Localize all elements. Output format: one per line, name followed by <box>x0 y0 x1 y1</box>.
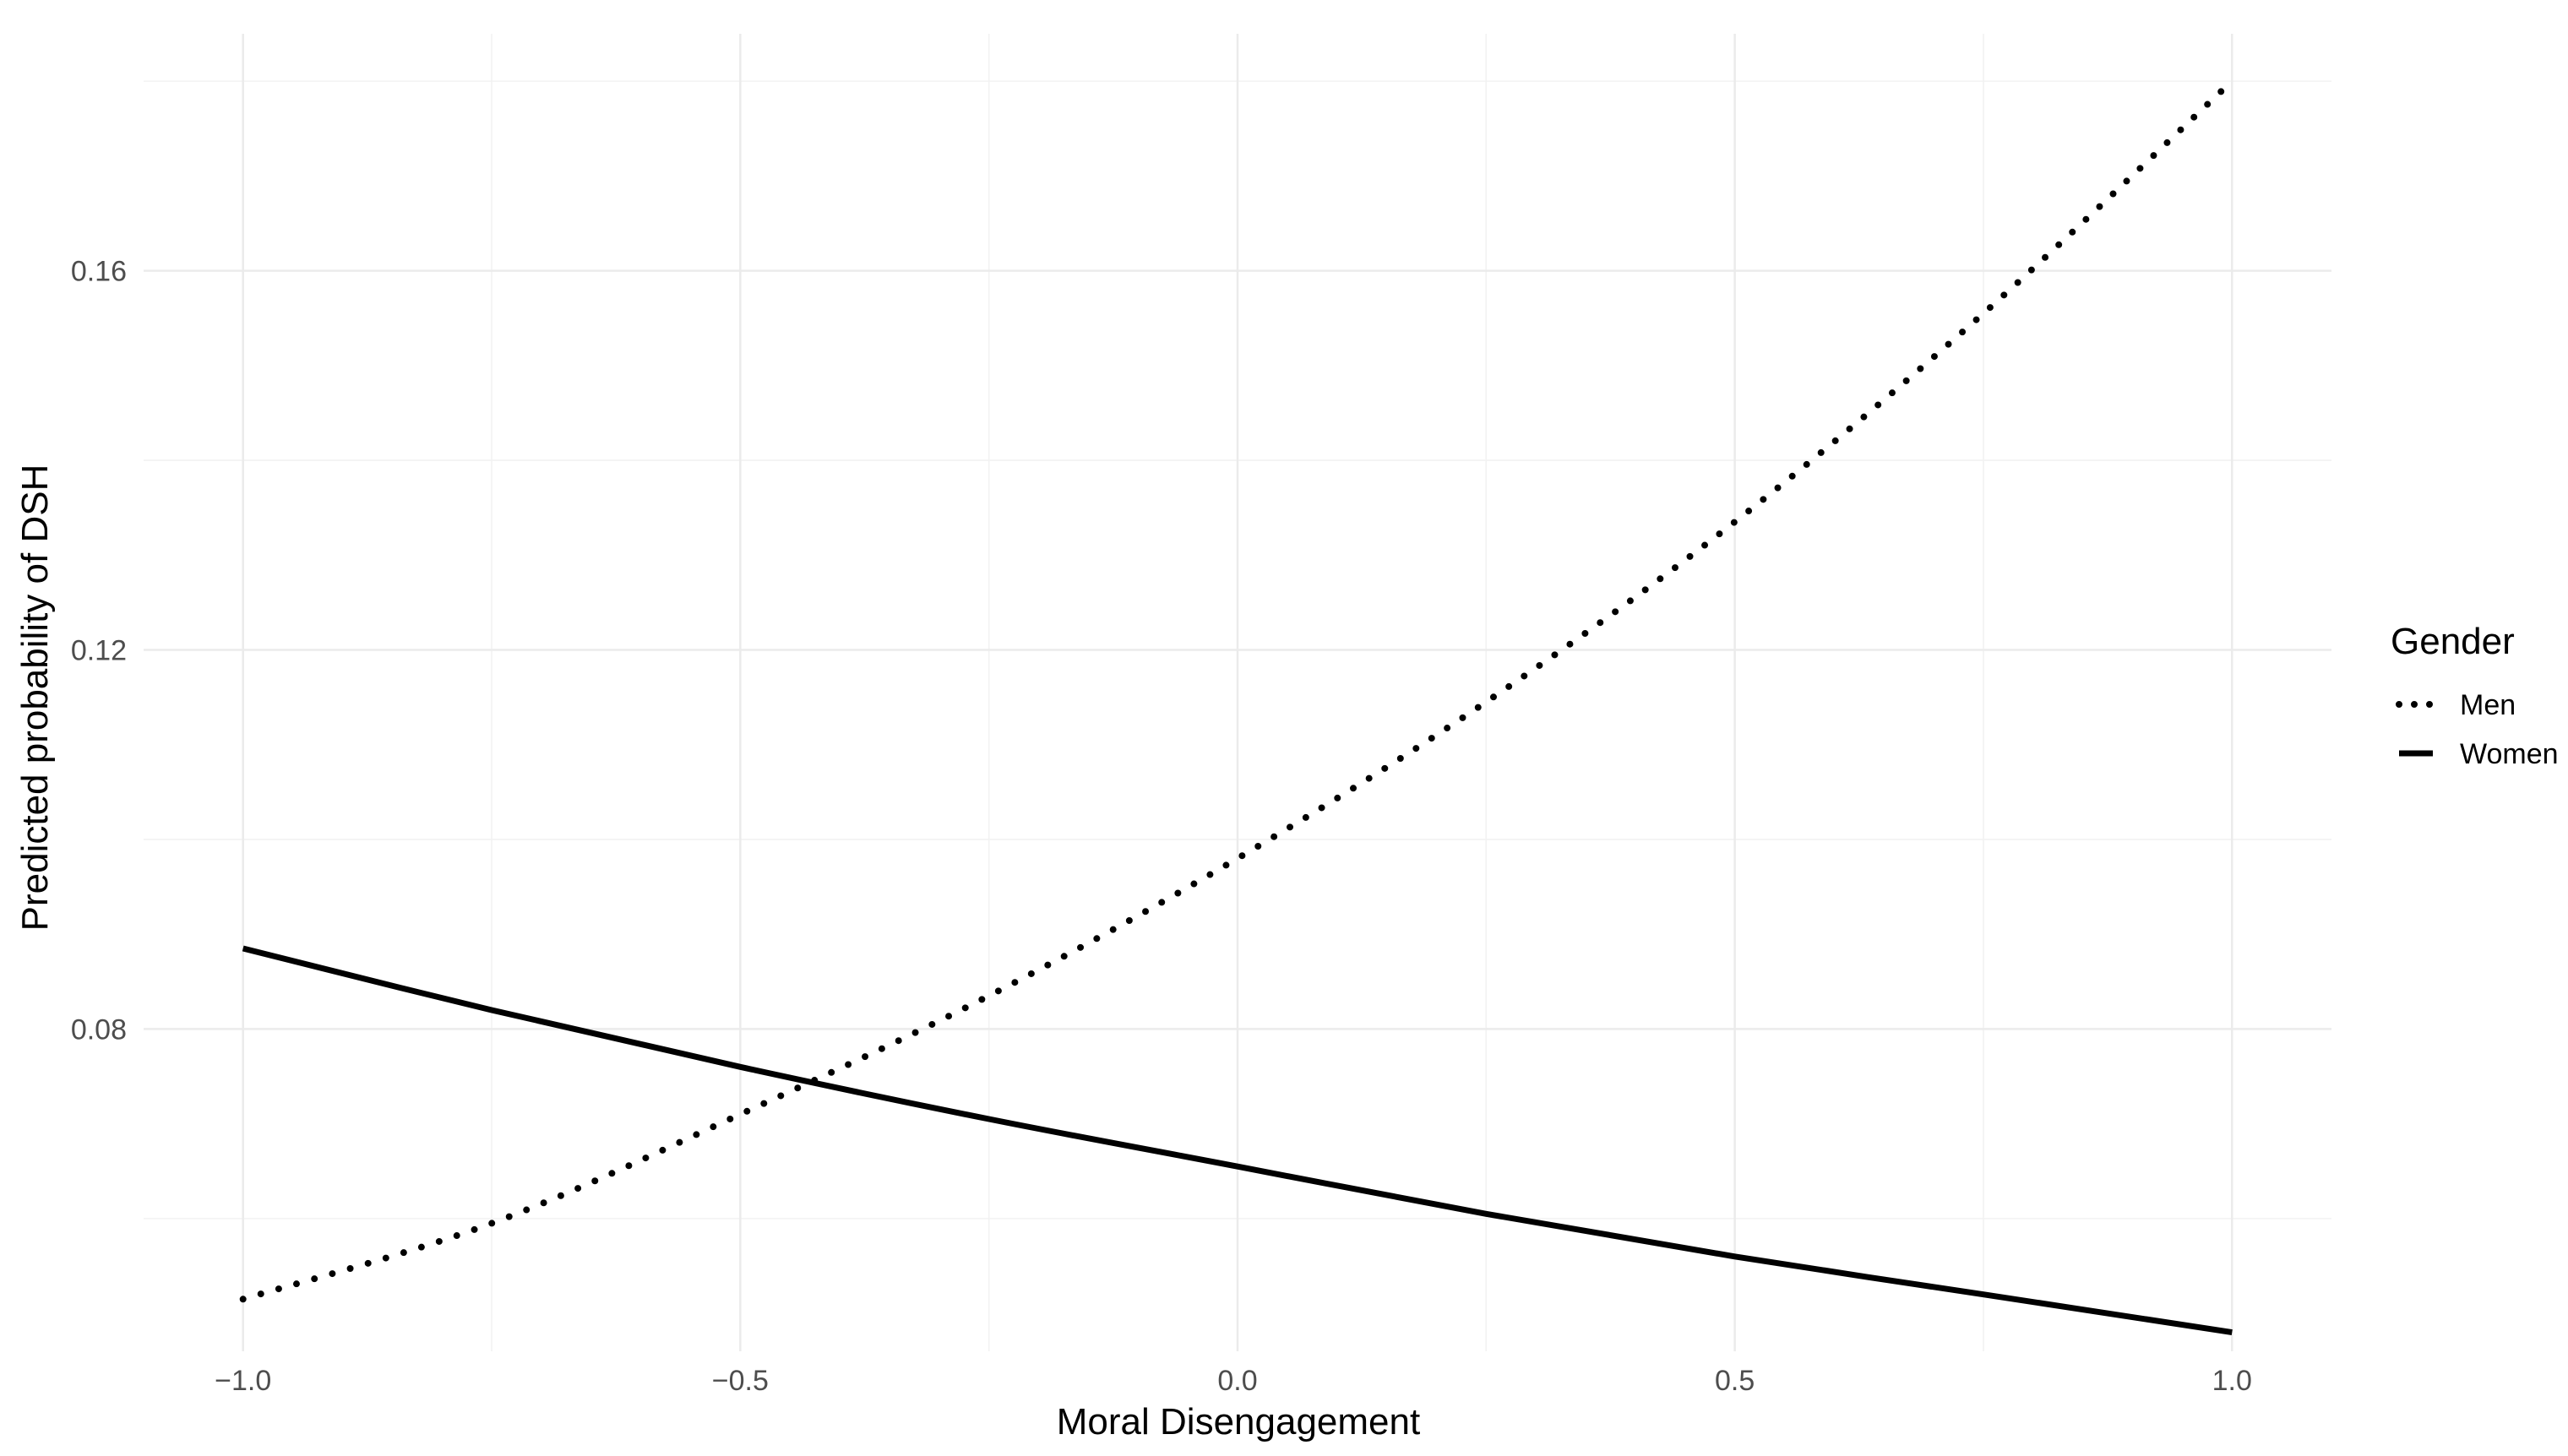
x-axis-title: Moral Disengagement <box>1057 1401 1420 1442</box>
series-line-women <box>242 945 2233 1336</box>
x-tick-label: 1.0 <box>2212 1365 2252 1397</box>
y-axis-tick-labels: 0.08 0.12 0.16 <box>71 256 127 1046</box>
x-tick-label: 0.0 <box>1217 1365 1257 1397</box>
y-axis-title: Predicted probability of DSH <box>14 465 56 932</box>
y-tick-label: 0.12 <box>71 634 127 666</box>
y-tick-label: 0.16 <box>71 256 127 288</box>
legend-title: Gender <box>2391 621 2515 662</box>
x-axis-tick-labels: −1.0 −0.5 0.0 0.5 1.0 <box>215 1365 2252 1397</box>
series-lines <box>239 78 2236 1336</box>
x-tick-label: −0.5 <box>712 1365 769 1397</box>
legend-label-women: Women <box>2460 738 2559 770</box>
x-tick-label: −1.0 <box>215 1365 271 1397</box>
legend-label-men: Men <box>2460 689 2516 721</box>
series-line-men <box>239 78 2236 1303</box>
x-tick-label: 0.5 <box>1715 1365 1755 1397</box>
y-tick-label: 0.08 <box>71 1013 127 1046</box>
grid-lines <box>144 34 2331 1351</box>
legend-items: Men Women <box>2396 689 2559 770</box>
legend: Gender Men Women <box>2391 621 2559 770</box>
